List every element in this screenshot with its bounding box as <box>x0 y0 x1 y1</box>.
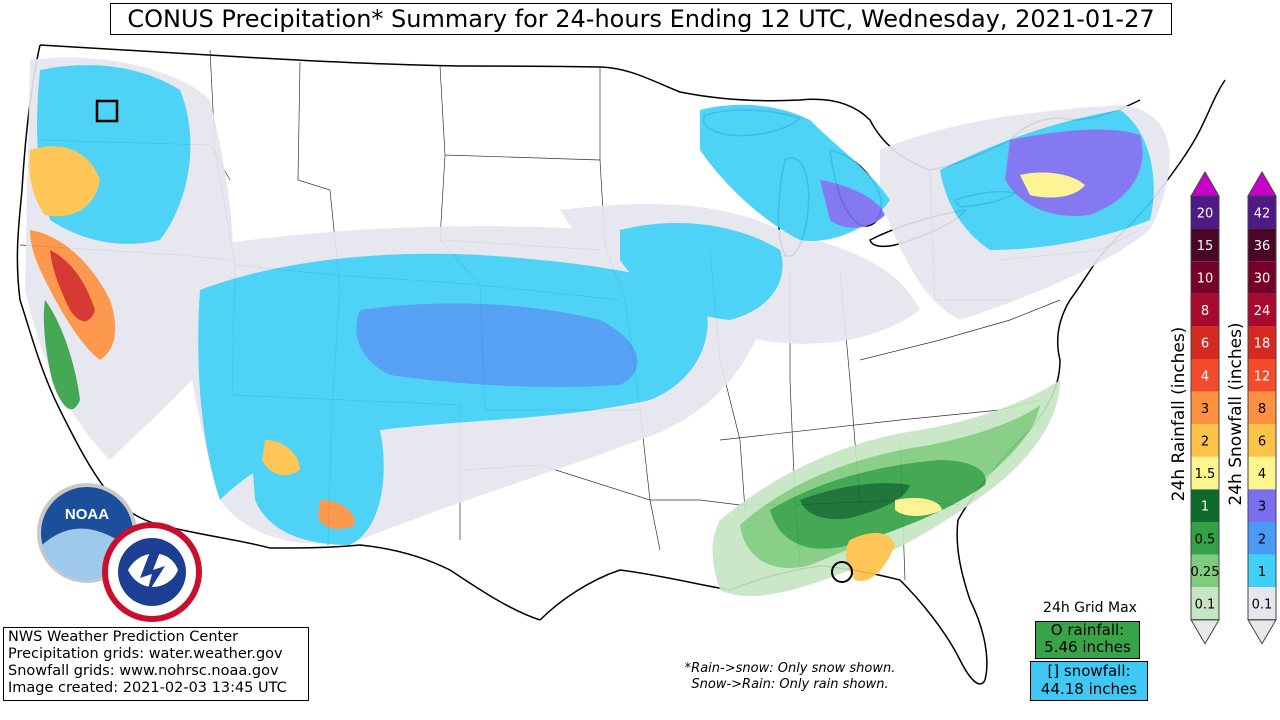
snowfall-tick-label: 2 <box>1258 532 1266 547</box>
rainfall-max-value: 5.46 inches <box>1044 638 1131 656</box>
rainfall-swatch <box>1191 326 1219 359</box>
precip-shading <box>25 57 1170 597</box>
nws-logo <box>102 522 202 622</box>
rainfall-swatch <box>1191 261 1219 294</box>
rainfall-max-box: O rainfall: 5.46 inches <box>1035 621 1140 659</box>
rainfall-tick-label: 0.25 <box>1191 565 1220 580</box>
credits-box: NWS Weather Prediction Center Precipitat… <box>3 627 309 701</box>
credits-line-wpc: NWS Weather Prediction Center <box>8 629 239 645</box>
snowfall-swatch <box>1248 261 1276 294</box>
rainfall-swatch <box>1191 587 1219 620</box>
snowfall-swatch <box>1248 489 1276 522</box>
snowfall-frame <box>1247 195 1277 621</box>
rainfall-tick-label: 0.5 <box>1195 532 1216 547</box>
snowfall-max-label: [] snowfall: <box>1047 662 1131 680</box>
rainfall-tick-label: 3 <box>1201 402 1209 417</box>
snowfall-swatch <box>1248 391 1276 425</box>
snowfall-tick-label: 6 <box>1258 435 1266 450</box>
snowfall-max-marker <box>95 99 119 123</box>
snowfall-swatch <box>1248 554 1276 588</box>
snowfall-swatch <box>1248 456 1276 490</box>
rainfall-over-triangle <box>1190 171 1220 197</box>
note-line-2: Snow->Rain: Only rain shown. <box>691 677 889 692</box>
snowfall-tick-label: 4 <box>1258 467 1266 482</box>
snowfall-under-triangle <box>1247 619 1277 645</box>
rainfall-swatch <box>1191 359 1219 392</box>
rainfall-swatch <box>1191 228 1219 262</box>
credits-line-snow: Snowfall grids: www.nohrsc.noaa.gov <box>8 663 279 679</box>
rainfall-tick-label: 15 <box>1197 239 1214 254</box>
rainfall-swatch <box>1191 456 1219 490</box>
rain-snow-note: *Rain->snow: Only snow shown. Snow->Rain… <box>660 661 920 693</box>
snowfall-tick-label: 1 <box>1258 565 1266 580</box>
rainfall-under-triangle <box>1190 619 1220 645</box>
snowfall-tick-label: 3 <box>1258 500 1266 515</box>
rainfall-colorbar: 20 15 10 8 6 4 3 2 1.5 1 0.5 0.25 0.1 <box>1190 171 1220 645</box>
rainfall-swatch <box>1191 489 1219 522</box>
rainfall-swatch <box>1191 554 1219 588</box>
rainfall-frame <box>1190 195 1220 621</box>
rainfall-tick-label: 1 <box>1201 500 1209 515</box>
rainfall-tick-label: 1.5 <box>1195 467 1216 482</box>
grid-max-label: 24h Grid Max <box>1043 600 1137 616</box>
snowfall-max-box: [] snowfall: 44.18 inches <box>1030 661 1148 701</box>
rainfall-colorbar-title: 24h Rainfall (inches) <box>1169 326 1189 502</box>
credits-line-created: Image created: 2021-02-03 13:45 UTC <box>8 680 287 696</box>
rainfall-swatch <box>1191 522 1219 555</box>
snowfall-swatch <box>1248 587 1276 620</box>
snowfall-colorbar: 42 36 30 24 18 12 8 6 4 3 2 1 0.1 <box>1247 171 1277 645</box>
snowfall-tick-label: 42 <box>1254 206 1271 221</box>
rainfall-tick-label: 0.1 <box>1195 598 1216 613</box>
map-title: CONUS Precipitation* Summary for 24-hour… <box>110 3 1172 35</box>
snowfall-swatch <box>1248 228 1276 262</box>
rainfall-max-label: O rainfall: <box>1050 621 1125 639</box>
snowfall-swatch <box>1248 522 1276 555</box>
snowfall-over-triangle <box>1247 171 1277 197</box>
snowfall-colorbar-title: 24h Snowfall (inches) <box>1226 322 1246 506</box>
rainfall-swatch <box>1191 293 1219 327</box>
rainfall-tick-label: 8 <box>1201 304 1209 319</box>
rainfall-swatch <box>1191 196 1219 229</box>
rainfall-tick-label: 4 <box>1201 369 1209 384</box>
rainfall-tick-label: 6 <box>1201 337 1209 352</box>
credits-line-precip: Precipitation grids: water.weather.gov <box>8 646 283 662</box>
rainfall-max-marker <box>831 561 853 583</box>
snowfall-tick-label: 12 <box>1254 369 1271 384</box>
snowfall-swatch <box>1248 293 1276 327</box>
snowfall-swatch <box>1248 424 1276 457</box>
rainfall-swatch <box>1191 424 1219 457</box>
rainfall-swatch <box>1191 391 1219 425</box>
snowfall-tick-label: 18 <box>1254 337 1271 352</box>
snowfall-tick-label: 0.1 <box>1252 598 1273 613</box>
snowfall-tick-label: 24 <box>1254 304 1271 319</box>
snowfall-swatch <box>1248 326 1276 359</box>
snowfall-tick-label: 8 <box>1258 402 1266 417</box>
snowfall-max-value: 44.18 inches <box>1040 680 1138 698</box>
noaa-logo-text: NOAA <box>65 506 109 523</box>
snowfall-tick-label: 30 <box>1254 272 1271 287</box>
rainfall-tick-label: 10 <box>1197 272 1214 287</box>
snowfall-swatch <box>1248 359 1276 392</box>
snowfall-tick-label: 36 <box>1254 239 1271 254</box>
rainfall-tick-label: 2 <box>1201 435 1209 450</box>
rainfall-tick-label: 20 <box>1197 206 1214 221</box>
snowfall-swatch <box>1248 196 1276 229</box>
note-line-1: *Rain->snow: Only snow shown. <box>684 661 896 676</box>
